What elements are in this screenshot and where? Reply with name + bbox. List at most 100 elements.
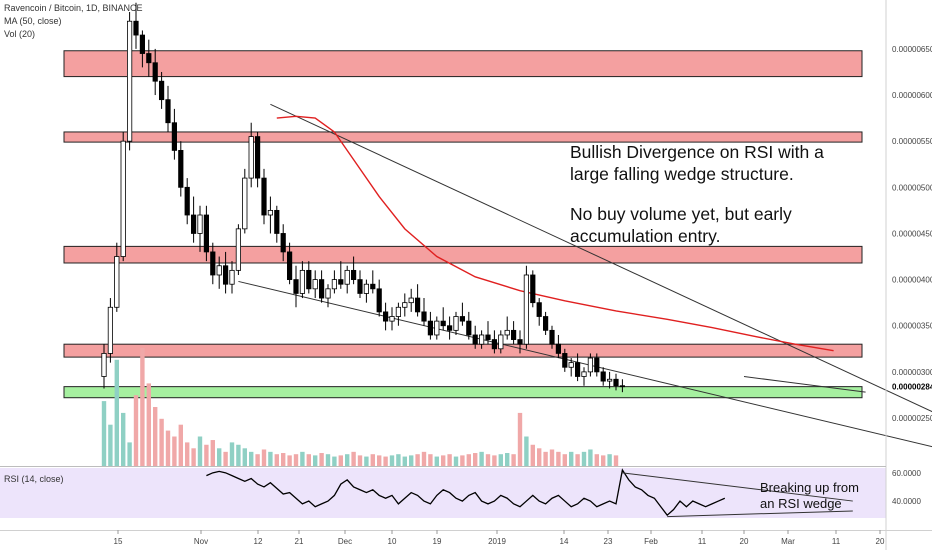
volume-bar xyxy=(434,456,439,466)
candle-up xyxy=(107,306,113,354)
rsi-wedge-upper xyxy=(622,472,853,502)
candle-down xyxy=(274,209,280,234)
candle-down xyxy=(293,279,299,294)
candle-down xyxy=(318,279,325,299)
volume-bar xyxy=(178,424,183,466)
rsi-legend: RSI (14, close) xyxy=(4,474,64,484)
time-tick-label: 10 xyxy=(388,537,397,546)
volume-bar xyxy=(543,451,548,466)
volume-bar xyxy=(293,454,299,466)
volume-bar xyxy=(242,448,247,466)
candle-up xyxy=(229,269,235,285)
volume-bar xyxy=(204,444,209,466)
candle-up xyxy=(504,329,510,336)
volume-bar xyxy=(229,442,235,466)
candle-down xyxy=(286,251,293,280)
volume-bar xyxy=(601,455,606,466)
volume-bar xyxy=(108,424,113,466)
time-tick-label: 2019 xyxy=(488,537,506,546)
candle-up xyxy=(607,378,613,382)
time-tick-label: 20 xyxy=(876,537,885,546)
volume-bar xyxy=(223,451,228,466)
time-tick-label: 11 xyxy=(832,537,841,546)
volume-bar xyxy=(485,454,491,466)
rsi-tick-label: 40.0000 xyxy=(892,497,921,506)
candle-up xyxy=(248,136,254,179)
candlesticks xyxy=(101,2,626,393)
annotation-line-1: Bullish Divergence on RSI with a xyxy=(570,142,824,162)
time-tick-label: 14 xyxy=(560,537,569,546)
candle-down xyxy=(382,311,389,322)
volume-bar xyxy=(255,454,260,466)
candle-down xyxy=(536,302,542,317)
volume-bar xyxy=(249,451,254,466)
candle-up xyxy=(434,320,440,336)
candle-down xyxy=(555,343,562,354)
candle-down xyxy=(619,385,626,388)
volume-bar xyxy=(556,451,561,466)
candle-up xyxy=(389,316,395,322)
candle-down xyxy=(210,251,216,276)
candle-down xyxy=(203,214,209,253)
candle-down xyxy=(414,297,421,313)
candle-up xyxy=(453,316,459,331)
price-short-line-line xyxy=(743,375,866,393)
volume-bar xyxy=(428,454,433,466)
annotation-line-4: accumulation entry. xyxy=(570,226,721,246)
candle-down xyxy=(472,334,478,345)
volume-bar xyxy=(402,456,407,466)
volume-bar xyxy=(389,455,395,466)
volume-bar xyxy=(325,454,331,466)
candle-down xyxy=(184,186,190,216)
candle-down xyxy=(491,339,498,350)
price-tick-label: 0.00000400 xyxy=(892,276,932,285)
volume-legend: Vol (20) xyxy=(4,29,36,39)
candle-down xyxy=(254,136,261,179)
time-tick-label: Feb xyxy=(644,537,658,546)
volume-bar xyxy=(197,436,203,466)
volume-bar xyxy=(537,448,542,466)
volume-bar xyxy=(549,449,555,466)
volume-bar xyxy=(261,449,267,466)
candle-up xyxy=(299,269,306,294)
price-tick-label: 0.00000500 xyxy=(892,183,932,192)
annotation-line-3: No buy volume yet, but early xyxy=(570,204,792,224)
volume-bar xyxy=(447,454,452,466)
volume-bar xyxy=(466,454,471,466)
candle-down xyxy=(146,53,152,64)
ma-legend: MA (50, close) xyxy=(4,16,62,26)
volume-bar xyxy=(319,453,324,466)
price-tick-label: 0.00000300 xyxy=(892,368,932,377)
candle-up xyxy=(581,371,587,377)
volume-bar xyxy=(159,418,164,466)
candle-up xyxy=(478,334,485,345)
candle-down xyxy=(440,320,446,327)
candle-down xyxy=(306,269,312,290)
symbol-title: Ravencoin / Bitcoin, 1D, BINANCE xyxy=(4,3,143,13)
candle-down xyxy=(261,177,267,216)
candle-up xyxy=(127,20,133,142)
candle-up xyxy=(363,283,370,294)
candle-up xyxy=(498,334,504,350)
volume-bar xyxy=(338,455,343,466)
volume-bar xyxy=(345,454,350,466)
candle-up xyxy=(408,297,414,304)
candle-up xyxy=(267,209,274,216)
candle-down xyxy=(133,20,139,36)
volume-bar xyxy=(511,454,516,466)
volume-bar xyxy=(613,455,619,466)
candle-up xyxy=(101,353,107,377)
volume-bar xyxy=(121,412,126,466)
candle-up xyxy=(216,265,222,276)
volume-bar xyxy=(588,449,593,466)
volume-bar xyxy=(274,454,279,466)
annotation-line-2: large falling wedge structure. xyxy=(570,164,794,184)
volume-bar xyxy=(498,454,503,466)
price-tick-label: 0.00000550 xyxy=(892,137,932,146)
rsi-annotation-line-1: Breaking up from xyxy=(760,480,859,495)
candle-down xyxy=(222,265,229,285)
candle-down xyxy=(543,316,549,331)
time-tick-label: 12 xyxy=(254,537,263,546)
volume-bar xyxy=(594,454,599,466)
